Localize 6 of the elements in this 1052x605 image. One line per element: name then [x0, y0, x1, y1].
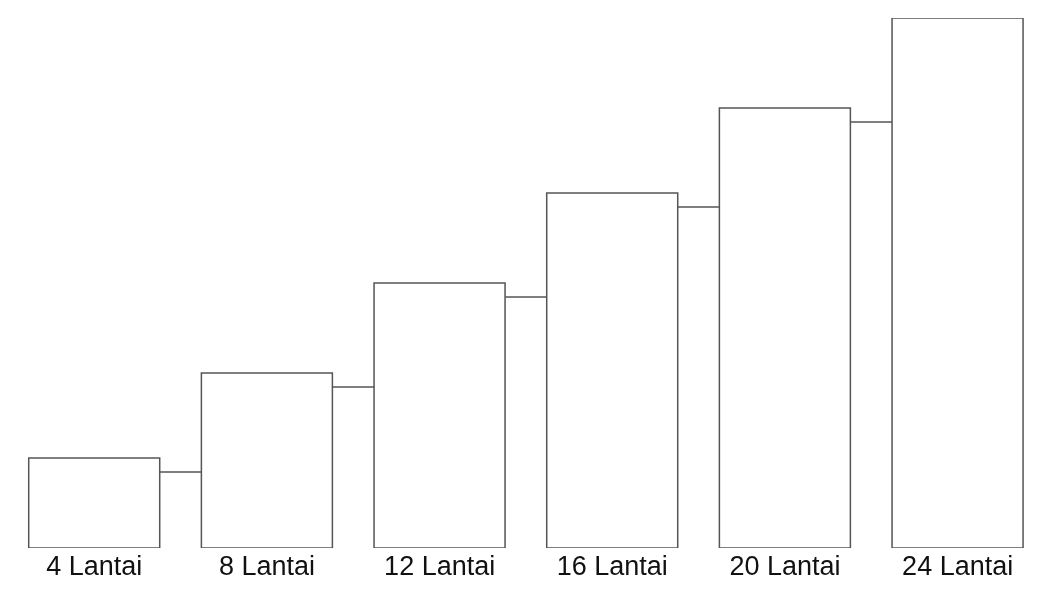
x-tick-label: 4 Lantai	[46, 551, 143, 582]
x-tick-label: 12 Lantai	[384, 551, 496, 582]
x-tick-label: 8 Lantai	[218, 551, 316, 582]
x-tick-label: 16 Lantai	[556, 551, 668, 582]
x-tick-label: 20 Lantai	[729, 551, 841, 582]
x-tick-label: 24 Lantai	[902, 551, 1014, 582]
